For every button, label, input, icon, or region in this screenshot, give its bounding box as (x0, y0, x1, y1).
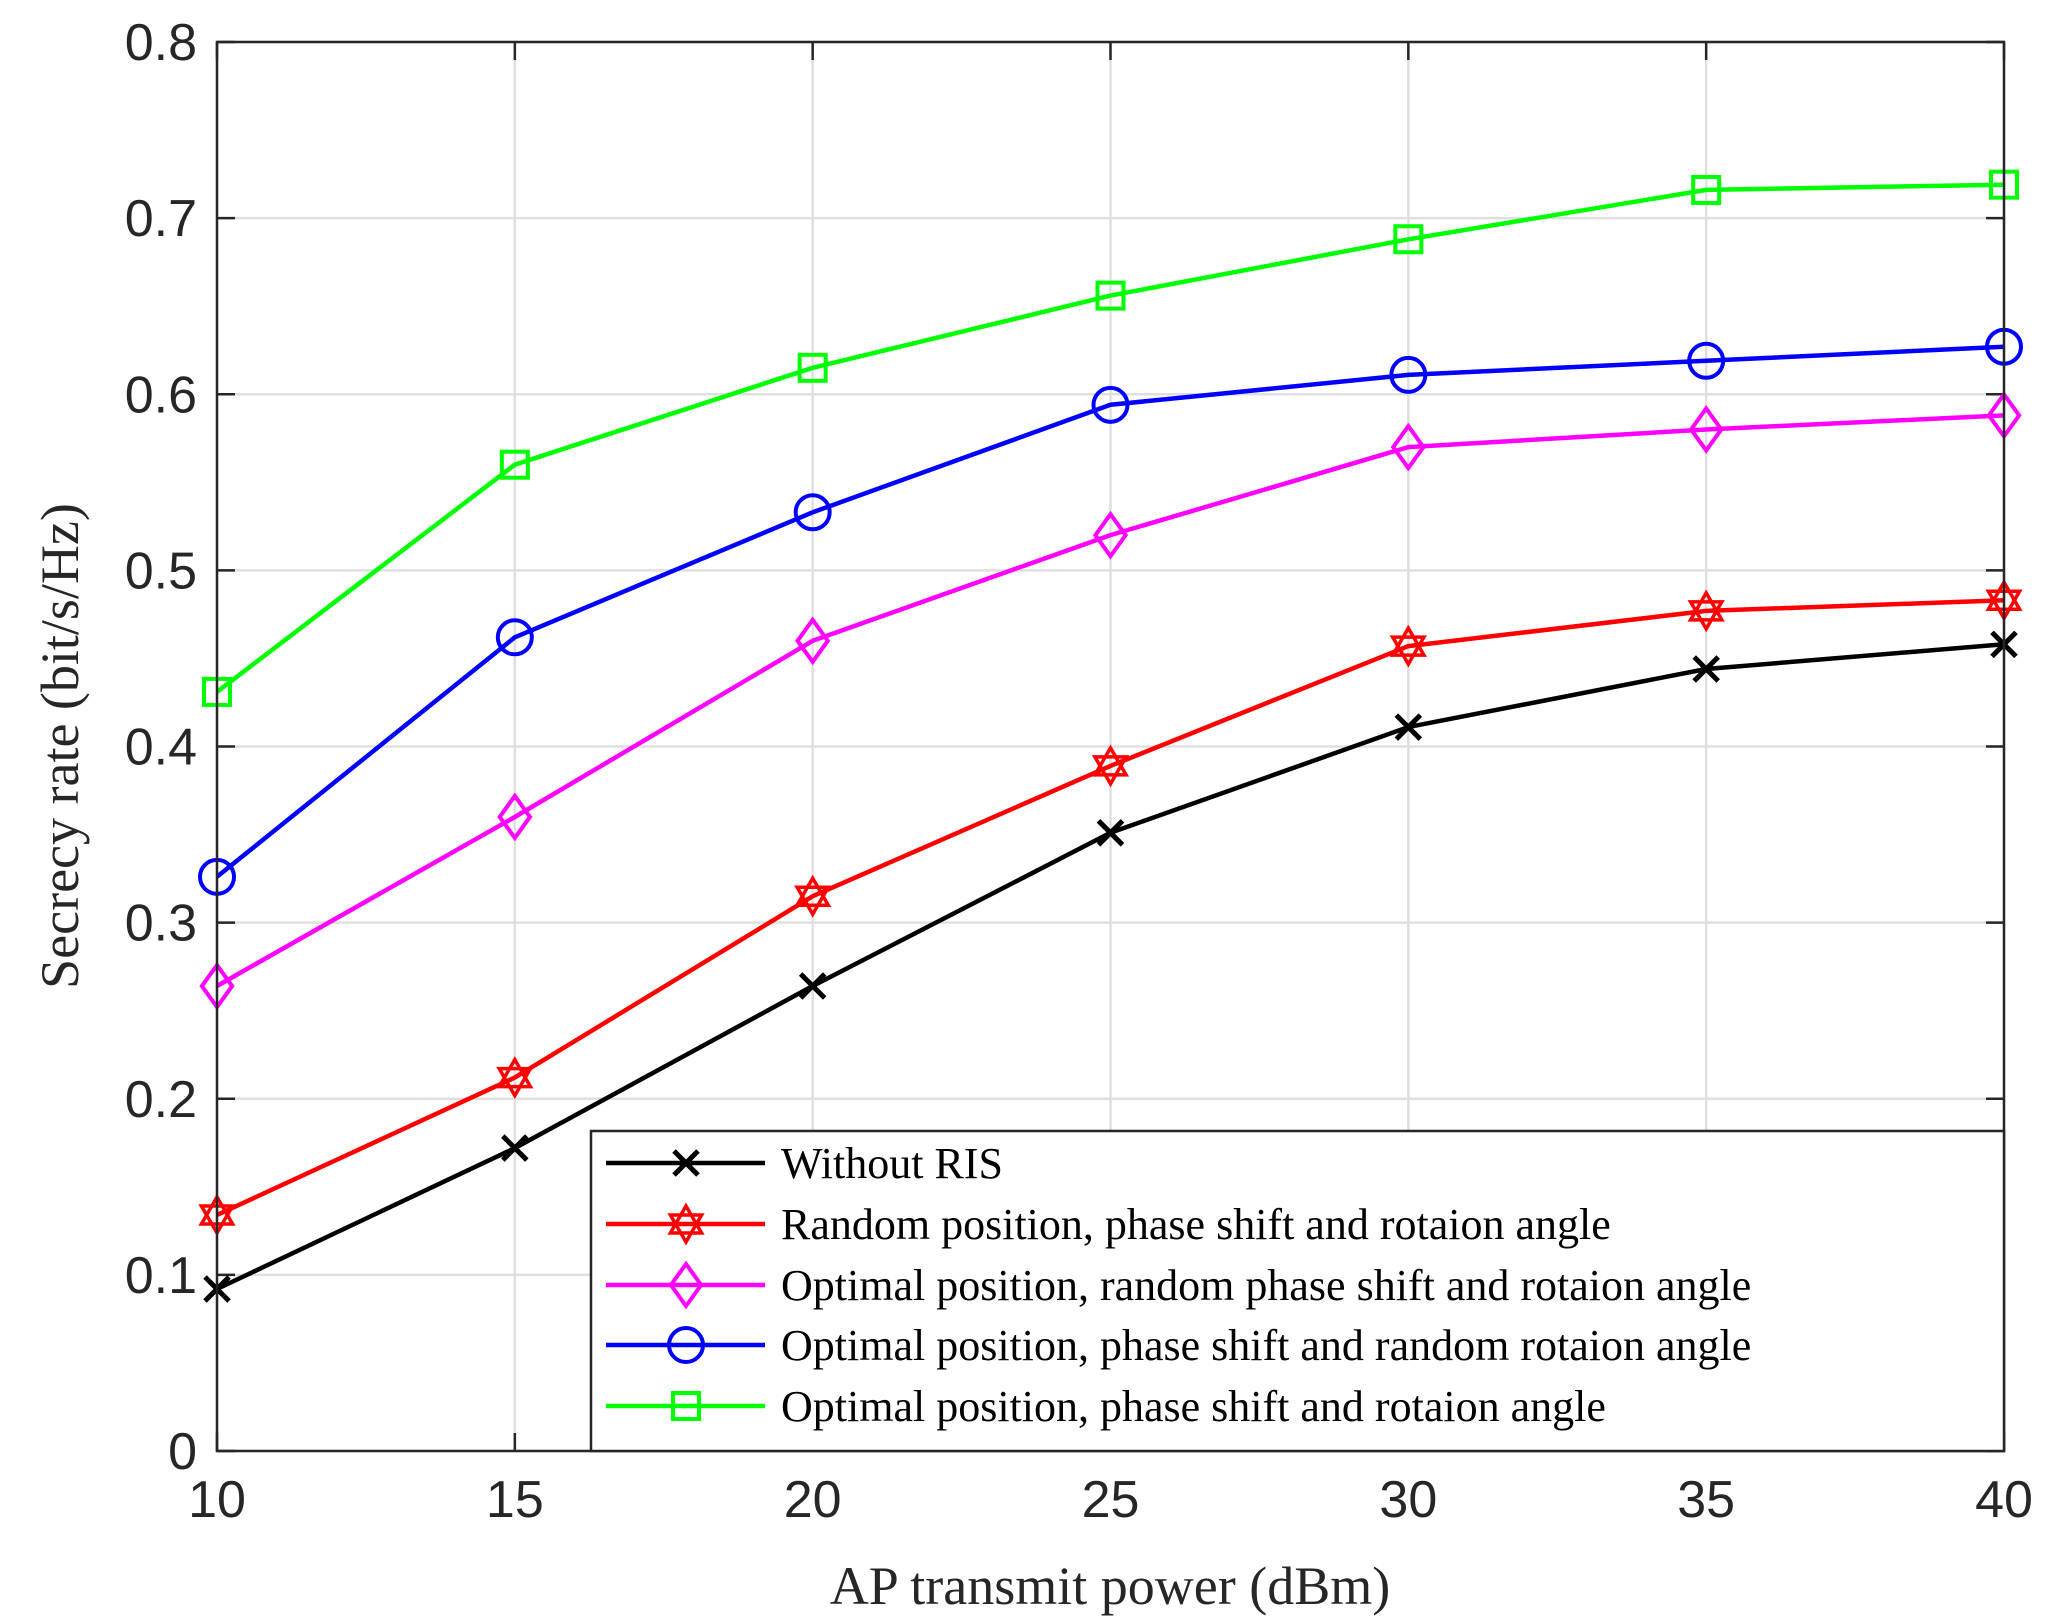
data-point-marker (797, 352, 828, 383)
legend-marker (667, 1202, 705, 1246)
data-point-marker (794, 874, 832, 918)
legend-label: Random position, phase shift and rotaion… (781, 1200, 1611, 1249)
data-point-marker (1394, 713, 1423, 741)
series-group (198, 169, 2023, 1303)
data-point-marker (798, 972, 827, 1000)
legend-entry: Optimal position, random phase shift and… (606, 1260, 1751, 1310)
x-tick-label: 35 (1677, 1471, 1735, 1529)
y-axis-title: Secrecy rate (bit/s/Hz) (30, 503, 90, 989)
legend-box (589, 1129, 2006, 1453)
legend-marker (667, 1326, 705, 1364)
series-line (215, 344, 2005, 879)
legend-entry: Without RIS (606, 1139, 1003, 1188)
data-point-marker (1390, 422, 1426, 472)
data-point-marker (1091, 744, 1130, 788)
data-point-marker (1095, 280, 1126, 311)
series-3 (199, 390, 2022, 1011)
y-tick-label: 0.6 (125, 366, 197, 424)
x-tick-label: 40 (1975, 1471, 2033, 1529)
legend-entry: Random position, phase shift and rotaion… (606, 1200, 1611, 1249)
legend-label: Optimal position, phase shift and rotaio… (781, 1382, 1606, 1431)
x-tick-label: 20 (784, 1471, 842, 1529)
x-axis-title: AP transmit power (dBm) (830, 1556, 1390, 1616)
series-1 (203, 630, 2018, 1303)
data-point-marker (1393, 224, 1424, 255)
data-point-marker (1091, 385, 1130, 424)
series-line (216, 598, 2005, 1218)
data-point-marker (1389, 355, 1428, 394)
data-point-marker (1687, 589, 1725, 633)
legend-marker (671, 1391, 701, 1421)
x-tick-labels: 10 15 20 25 30 35 40 (188, 1471, 2033, 1529)
y-tick-label: 0.7 (125, 190, 197, 248)
x-tick-label: 30 (1379, 1471, 1437, 1529)
y-tick-label: 0.3 (125, 895, 197, 953)
data-point-marker (793, 493, 832, 532)
series-line (215, 182, 2005, 694)
y-tick-label: 0.2 (125, 1071, 197, 1129)
legend-entries: Without RIS Random position, phase shift … (606, 1139, 1751, 1431)
data-point-marker (1691, 174, 1722, 205)
y-tick-label: 0.1 (125, 1247, 197, 1305)
data-point-marker (1687, 341, 1726, 380)
data-point-marker (1389, 624, 1427, 668)
data-point-marker (495, 618, 534, 657)
x-tick-label: 10 (188, 1471, 246, 1529)
legend-label: Without RIS (781, 1139, 1003, 1188)
legend-entry: Optimal position, phase shift and rotaio… (606, 1382, 1606, 1431)
data-point-marker (496, 1056, 534, 1100)
x-tick-label: 25 (1082, 1471, 1140, 1529)
legend-label: Optimal position, random phase shift and… (781, 1261, 1751, 1310)
data-point-marker (795, 616, 831, 666)
y-tick-label: 0.4 (125, 719, 197, 777)
data-point-marker (1092, 510, 1129, 560)
y-tick-label: 0.8 (125, 14, 197, 72)
data-point-marker (497, 792, 533, 842)
series-line (215, 413, 2005, 988)
legend: Without RIS Random position, phase shift … (589, 1129, 2006, 1453)
data-point-marker (499, 449, 530, 480)
x-tick-label: 15 (486, 1471, 544, 1529)
y-tick-label: 0 (168, 1423, 197, 1481)
data-point-marker (1096, 819, 1125, 847)
y-tick-label: 0.5 (125, 542, 197, 600)
legend-entry: Optimal position, phase shift and random… (606, 1321, 1751, 1370)
legend-marker (672, 1149, 700, 1177)
data-point-marker (1688, 405, 1724, 454)
legend-marker (668, 1260, 704, 1310)
data-point-marker (1692, 655, 1720, 683)
data-point-marker (501, 1134, 529, 1162)
series-4 (198, 327, 2023, 896)
legend-label: Optimal position, phase shift and random… (781, 1321, 1751, 1370)
y-tick-labels: 0 0.1 0.2 0.3 0.4 0.5 0.6 0.7 0.8 (125, 14, 197, 1481)
